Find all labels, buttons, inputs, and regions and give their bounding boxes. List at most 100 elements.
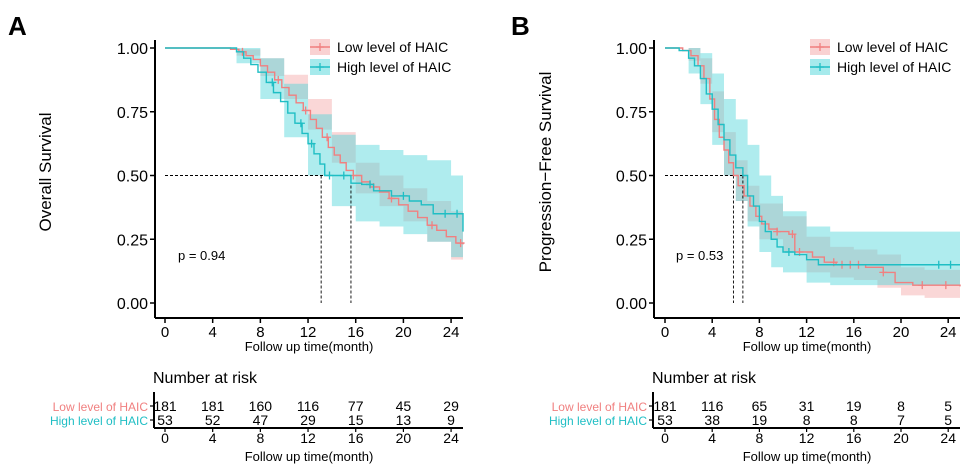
risk-x-tick-label-b-5: 20 — [893, 430, 909, 446]
risk-row-label-b-1: High level of HAIC — [549, 414, 647, 428]
censor-mark-a-0-2 — [301, 106, 310, 115]
censor-mark-a-1-8 — [453, 209, 462, 218]
risk-count-a-1-3: 29 — [300, 412, 316, 428]
risk-count-b-1-6: 5 — [944, 412, 952, 428]
risk-x-tick-label-b-0: 0 — [661, 430, 669, 446]
x-tick-label-a-0: 0 — [161, 324, 169, 341]
x-tick-label-b-0: 0 — [661, 324, 669, 341]
legend-marker-a-1 — [316, 63, 324, 71]
censor-mark-a-1-7 — [441, 209, 450, 218]
censor-mark-a-0-3 — [323, 133, 332, 142]
risk-count-b-1-5: 7 — [897, 412, 905, 428]
x-tick-label-a-3: 12 — [300, 324, 317, 341]
risk-x-tick-label-a-0: 0 — [161, 430, 169, 446]
risk-x-tick-label-b-2: 8 — [756, 430, 764, 446]
censor-mark-b-0-8 — [918, 281, 927, 290]
censor-mark-b-0-0 — [773, 227, 782, 236]
risk-count-b-1-0: 53 — [657, 412, 673, 428]
risk-count-a-0-3: 116 — [297, 398, 320, 414]
plot-area-a: 0.00 0.25 0.50 0.75 1.00 0 4 8 12 16 20 24 — [117, 40, 465, 341]
risk-count-b-0-6: 5 — [944, 398, 952, 414]
risk-table-x-label-a: Follow up time(month) — [245, 449, 374, 464]
risk-count-a-0-6: 29 — [443, 398, 459, 414]
y-axis-label-a: Overall Survival — [36, 112, 55, 231]
censor-mark-b-0-9 — [941, 281, 950, 290]
confidence-band-b-1 — [665, 48, 960, 286]
y-tick-label-b-1: 0.25 — [616, 232, 647, 249]
risk-count-a-1-2: 47 — [253, 412, 269, 428]
risk-row-label-b-0: Low level of HAIC — [552, 400, 648, 414]
risk-row-label-a-1: High level of HAIC — [50, 414, 148, 428]
risk-x-tick-label-a-5: 20 — [396, 430, 412, 446]
legend-marker-b-0 — [816, 43, 824, 51]
risk-count-b-0-4: 19 — [846, 398, 862, 414]
censor-mark-a-1-4 — [339, 171, 348, 180]
plot-area-b: 0.00 0.25 0.50 0.75 1.00 0 4 8 12 16 20 24 — [616, 40, 961, 341]
risk-count-a-1-5: 13 — [396, 412, 412, 428]
legend-label-a-0: Low level of HAIC — [337, 39, 448, 55]
x-tick-label-b-3: 12 — [798, 324, 815, 341]
risk-count-a-1-1: 52 — [205, 412, 221, 428]
y-tick-label-a-3: 0.75 — [117, 105, 148, 122]
risk-x-tick-label-b-6: 24 — [940, 430, 956, 446]
x-tick-label-a-2: 8 — [256, 324, 264, 341]
legend-marker-a-0 — [316, 43, 324, 51]
censor-mark-b-1-0 — [784, 248, 793, 256]
risk-x-tick-label-b-1: 4 — [708, 430, 716, 446]
censor-mark-a-0-8 — [456, 239, 465, 248]
p-value-a: p = 0.94 — [178, 248, 225, 263]
legend-a: Low level of HAIC High level of HAIC — [310, 39, 451, 75]
x-tick-label-a-4: 16 — [347, 324, 364, 341]
censor-mark-b-1-2 — [946, 260, 955, 269]
risk-count-b-1-2: 19 — [752, 412, 768, 428]
y-tick-label-a-2: 0.50 — [117, 169, 148, 186]
risk-table-x-label-b: Follow up time(month) — [743, 449, 872, 464]
censor-mark-b-1-1 — [934, 260, 943, 269]
risk-x-tick-label-b-4: 16 — [846, 430, 862, 446]
x-tick-label-b-1: 4 — [708, 324, 716, 341]
confidence-band-b-0 — [665, 48, 960, 298]
censor-mark-a-1-1 — [296, 119, 305, 128]
x-tick-label-b-2: 8 — [755, 324, 763, 341]
risk-row-label-a-0: Low level of HAIC — [53, 400, 149, 414]
x-axis-label-b: Follow up time(month) — [743, 339, 872, 354]
censor-mark-a-1-3 — [325, 171, 334, 180]
risk-x-tick-label-a-2: 8 — [256, 430, 264, 446]
survival-curve-b-1 — [665, 47, 960, 266]
risk-count-a-1-6: 9 — [447, 412, 455, 428]
censor-mark-b-0-1 — [788, 230, 797, 239]
x-tick-label-b-5: 20 — [893, 324, 910, 341]
risk-count-b-1-1: 38 — [704, 412, 720, 428]
panel-a: A Overall Survival Follow up time(month)… — [8, 11, 465, 464]
legend-b: Low level of HAIC High level of HAIC — [810, 39, 951, 75]
legend-marker-b-1 — [816, 63, 824, 71]
y-axis-label-b: Progression−Free Survival — [536, 72, 555, 273]
risk-count-a-0-0: 181 — [153, 398, 177, 414]
panel-letter-b: B — [511, 11, 530, 41]
risk-count-a-0-5: 45 — [396, 398, 412, 414]
x-tick-label-a-6: 24 — [443, 324, 460, 341]
censor-mark-a-0-7 — [428, 221, 437, 230]
x-tick-label-a-1: 4 — [209, 324, 217, 341]
risk-count-b-1-3: 8 — [803, 412, 811, 428]
risk-count-b-1-4: 8 — [850, 412, 858, 428]
risk-count-a-1-4: 15 — [348, 412, 364, 428]
x-tick-label-b-6: 24 — [940, 324, 957, 341]
risk-x-tick-label-a-3: 12 — [300, 430, 316, 446]
y-tick-label-a-0: 0.00 — [117, 296, 148, 313]
risk-table-title-a: Number at risk — [153, 370, 258, 387]
risk-count-a-0-4: 77 — [348, 398, 364, 414]
x-tick-label-b-4: 16 — [845, 324, 862, 341]
risk-x-tick-label-a-6: 24 — [443, 430, 459, 446]
risk-table-a: Low level of HAIC 181 181 160 116 77 45 29High … — [50, 392, 463, 446]
risk-count-b-0-2: 65 — [752, 398, 768, 414]
risk-count-b-0-5: 8 — [897, 398, 905, 414]
survival-curve-a-0 — [165, 47, 464, 245]
risk-count-b-0-3: 31 — [799, 398, 815, 414]
y-tick-label-b-0: 0.00 — [616, 296, 647, 313]
legend-label-b-1: High level of HAIC — [837, 59, 951, 75]
risk-count-b-0-1: 116 — [701, 398, 724, 414]
censor-mark-a-1-2 — [307, 139, 316, 148]
